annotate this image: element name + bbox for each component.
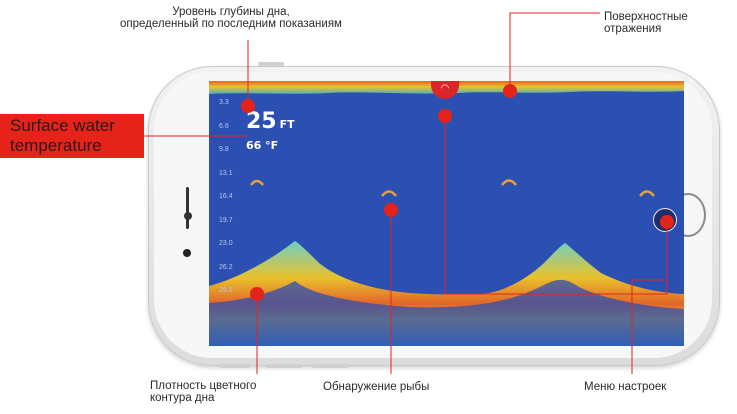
depth-tick: 16.4 xyxy=(219,193,233,200)
depth-unit: FT xyxy=(279,118,295,131)
marker-bottom-depth xyxy=(241,99,255,113)
bottom-depth-annotation-line2: определенный по последним показаниям xyxy=(120,18,342,30)
phone-bottom-button-2 xyxy=(266,364,302,368)
depth-tick: 3.3 xyxy=(219,99,229,106)
depth-tick: 13.1 xyxy=(219,169,233,177)
depth-scale: 3.3 6.6 9.8 13.1 16.4 19.7 23.0 26.2 29.… xyxy=(219,99,233,311)
color-density-line2: контура дна xyxy=(150,392,215,404)
bottom-depth-annotation: Уровень глубины дна, определенный по пос… xyxy=(120,6,342,30)
depth-tick: 6.6 xyxy=(219,122,229,130)
depth-tick: 29.5 xyxy=(219,287,233,294)
marker-fish xyxy=(384,203,398,217)
depth-readout: 25 FT xyxy=(246,109,295,134)
depth-tick: 19.7 xyxy=(219,216,233,224)
phone-sensor-icon xyxy=(183,249,191,257)
surface-temperature-line2: temperature xyxy=(10,136,102,155)
surface-reflections-line1: Поверхностные xyxy=(604,11,688,23)
depth-value: 25 xyxy=(246,109,277,134)
bottom-depth-annotation-line1: Уровень глубины дна, xyxy=(172,6,290,18)
phone-bottom-button-3 xyxy=(312,364,348,368)
depth-tick: 26.2 xyxy=(219,263,233,271)
wifi-icon[interactable]: ◠ xyxy=(431,81,459,99)
marker-wifi xyxy=(438,109,452,123)
marker-settings xyxy=(660,215,674,229)
fish-arch-2 xyxy=(381,190,397,197)
color-density-line1: Плотность цветного xyxy=(150,380,257,392)
depth-tick: 9.8 xyxy=(219,146,229,153)
depth-tick: 23.0 xyxy=(219,240,233,247)
phone-speaker xyxy=(186,187,189,229)
temperature-readout: 66 °F xyxy=(246,139,279,152)
fish-detection-annotation: Обнаружение рыбы xyxy=(323,381,430,393)
color-density-annotation: Плотность цветного контура дна xyxy=(150,380,256,404)
surface-reflections-line2: отражения xyxy=(604,23,662,35)
surface-reflections-annotation: Поверхностные отражения xyxy=(604,11,688,35)
marker-surface-reflections xyxy=(503,84,517,98)
phone-camera-icon xyxy=(184,212,192,220)
phone-bottom-button-1 xyxy=(220,364,250,368)
fish-arch-1 xyxy=(250,179,264,186)
surface-temperature-label: Surface water temperature xyxy=(0,114,144,158)
phone-top-button xyxy=(258,62,284,66)
marker-color-density xyxy=(250,287,264,301)
settings-menu-annotation: Меню настроек xyxy=(584,381,667,393)
surface-temperature-line1: Surface water xyxy=(10,116,115,135)
